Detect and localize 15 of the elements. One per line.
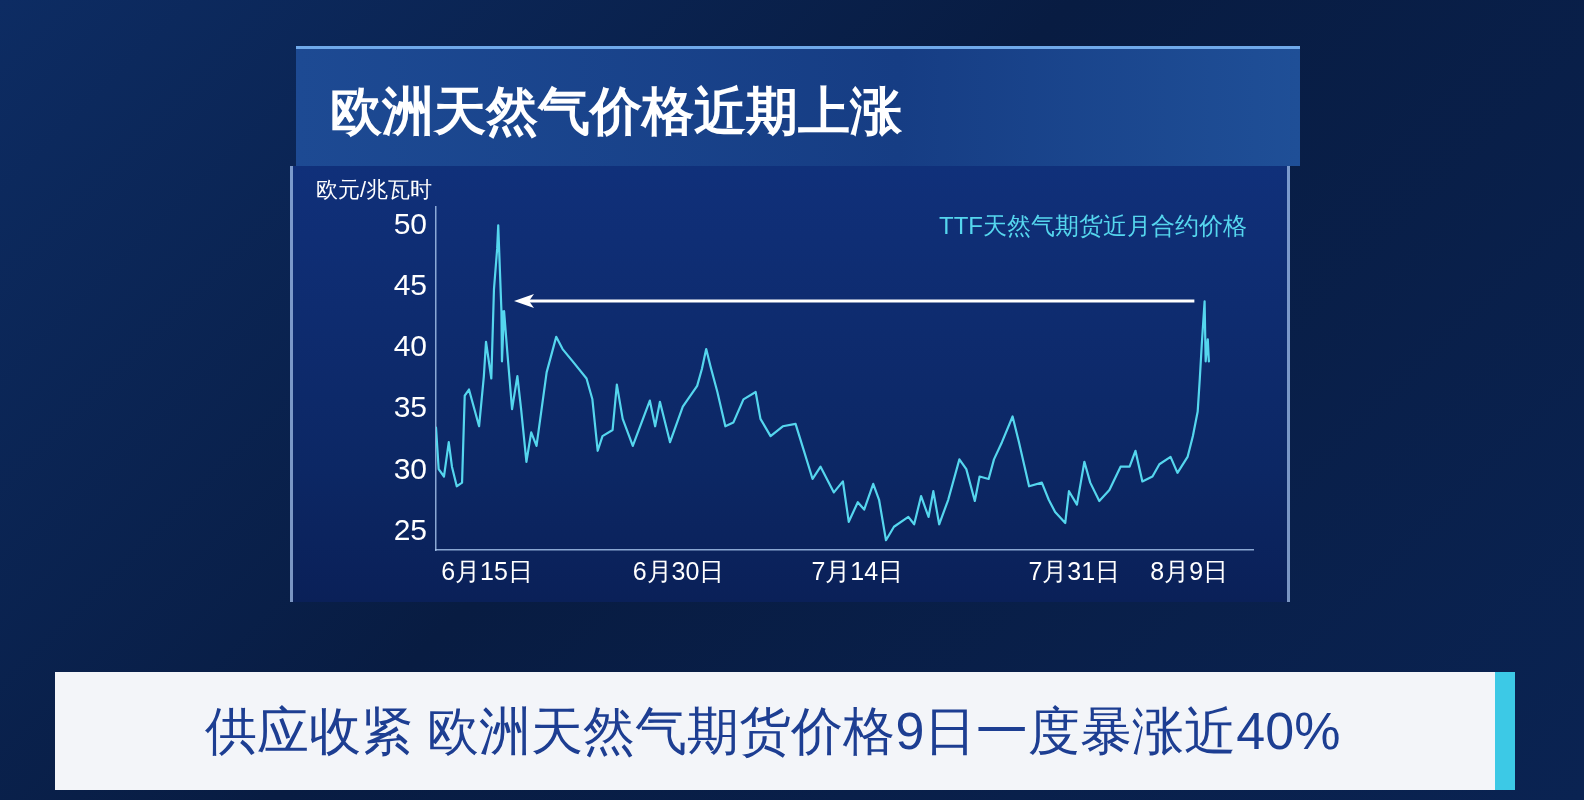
y-tick-label: 25 [393, 512, 427, 546]
y-tick-label: 40 [393, 329, 427, 363]
x-tick-label: 7月31日 [1028, 556, 1121, 585]
y-axis-title: 欧元/兆瓦时 [316, 177, 433, 203]
text: 供应收紧 欧洲天然气期货价格9日一度暴涨近40% [205, 701, 1341, 762]
chart-title: 欧洲天然气价格近期上涨 [330, 81, 902, 142]
text: TTF天然气期货近月合约价格 [939, 211, 1247, 239]
y-tick-label: 30 [393, 451, 427, 485]
x-tick-label: 8月9日 [1150, 556, 1229, 585]
y-tick-label: 35 [393, 390, 427, 424]
x-tick-label: 6月30日 [632, 556, 725, 585]
y-tick-label: 45 [393, 267, 427, 301]
y-tick-label: 50 [393, 206, 427, 240]
x-tick-label: 6月15日 [441, 556, 533, 585]
x-tick-label: 7月14日 [811, 556, 904, 585]
